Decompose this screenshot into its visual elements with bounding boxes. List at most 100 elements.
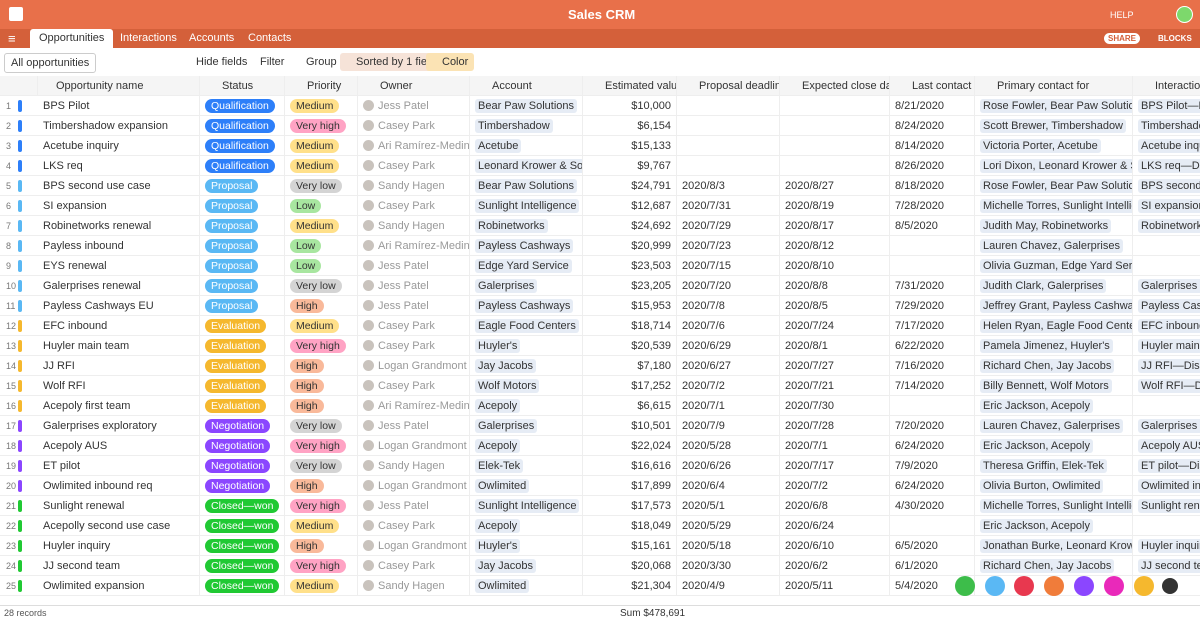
cell[interactable]: Sandy Hagen [358,456,470,476]
cell[interactable]: 2020/6/24 [780,516,890,536]
cell[interactable] [1133,236,1200,256]
view-switcher[interactable]: All opportunities [4,53,97,73]
cell[interactable]: 2020/6/26 [677,456,780,476]
cell[interactable]: 2020/7/1 [780,436,890,456]
cell[interactable]: BPS second use case [38,176,200,196]
cell[interactable]: Medium [285,156,358,176]
cell[interactable]: Robinetworks rene [1133,216,1200,236]
cell[interactable] [780,136,890,156]
cell[interactable]: Qualification [200,96,285,116]
column-header[interactable]: Proposal deadline [677,76,780,96]
cell[interactable]: Sunlight renewal- [1133,496,1200,516]
share[interactable]: SHARE [1104,33,1141,44]
cell[interactable]: 2020/6/8 [780,496,890,516]
cell[interactable]: $15,953 [583,296,677,316]
cell[interactable]: 2020/3/30 [677,556,780,576]
cell[interactable]: Very low [285,176,358,196]
cell[interactable]: Michelle Torres, Sunlight Intelligence [975,196,1133,216]
cell[interactable]: $17,899 [583,476,677,496]
cell[interactable]: Acepoly AUS [38,436,200,456]
cell[interactable]: High [285,536,358,556]
cell[interactable] [780,156,890,176]
filter[interactable]: Filter [260,56,285,68]
cell[interactable]: Acepoly [470,396,583,416]
cell[interactable] [890,256,975,276]
cell[interactable]: $23,205 [583,276,677,296]
cell[interactable] [677,96,780,116]
cell[interactable]: EFC inbound—Dis [1133,316,1200,336]
cell[interactable]: 2020/8/3 [677,176,780,196]
app-button[interactable] [1134,576,1154,596]
cell[interactable]: $20,999 [583,236,677,256]
cell[interactable]: 8/5/2020 [890,216,975,236]
column-header[interactable]: Status [200,76,285,96]
column-header[interactable]: Owner [358,76,470,96]
cell[interactable]: 2020/8/5 [780,296,890,316]
cell[interactable]: Galerprises [470,276,583,296]
cell[interactable]: Eric Jackson, Acepoly [975,436,1133,456]
column-header[interactable]: Last contact [890,76,975,96]
cell[interactable]: Qualification [200,116,285,136]
cell[interactable]: JJ second team— [1133,556,1200,576]
cell[interactable]: Payless Cashways [470,296,583,316]
cell[interactable] [890,236,975,256]
cell[interactable]: Casey Park [358,156,470,176]
cell[interactable] [677,156,780,176]
cell[interactable]: 6/22/2020 [890,336,975,356]
cell[interactable]: Jess Patel [358,256,470,276]
cell[interactable]: Evaluation [200,396,285,416]
cell[interactable]: $6,154 [583,116,677,136]
cell[interactable]: Logan Grandmont [358,356,470,376]
cell[interactable]: $18,049 [583,516,677,536]
cell[interactable]: Rose Fowler, Bear Paw Solutions [975,176,1133,196]
cell[interactable]: Low [285,236,358,256]
cell[interactable]: 2020/7/9 [677,416,780,436]
cell[interactable]: Jess Patel [358,96,470,116]
cell[interactable]: $10,501 [583,416,677,436]
cell[interactable]: 7/9/2020 [890,456,975,476]
app-button[interactable] [1074,576,1094,596]
cell[interactable]: Medium [285,216,358,236]
cell[interactable]: Payless Cashways [1133,296,1200,316]
cell[interactable]: Galerprises renewal [38,276,200,296]
cell[interactable]: $24,692 [583,216,677,236]
cell[interactable]: Jay Jacobs [470,356,583,376]
cell[interactable]: $24,791 [583,176,677,196]
cell[interactable]: Elek-Tek [470,456,583,476]
cell[interactable]: Evaluation [200,356,285,376]
cell[interactable]: Casey Park [358,116,470,136]
cell[interactable]: 2020/6/10 [780,536,890,556]
cell[interactable]: 2020/8/12 [780,236,890,256]
cell[interactable]: 8/26/2020 [890,156,975,176]
cell[interactable]: Sunlight Intelligence [470,196,583,216]
column-header[interactable]: Account [470,76,583,96]
cell[interactable]: Wolf RFI [38,376,200,396]
cell[interactable]: Eagle Food Centers [470,316,583,336]
cell[interactable]: 7/17/2020 [890,316,975,336]
cell[interactable]: Huyler's [470,336,583,356]
cell[interactable]: EYS renewal [38,256,200,276]
cell[interactable]: Casey Park [358,196,470,216]
cell[interactable]: Jeffrey Grant, Payless Cashways [975,296,1133,316]
cell[interactable]: 2020/7/20 [677,276,780,296]
cell[interactable]: 2020/7/21 [780,376,890,396]
cell[interactable]: Timbershadow [470,116,583,136]
cell[interactable]: $18,714 [583,316,677,336]
cell[interactable]: 2020/5/1 [677,496,780,516]
cell[interactable]: $20,068 [583,556,677,576]
cell[interactable]: Galerprises explo [1133,416,1200,436]
cell[interactable]: 2020/7/15 [677,256,780,276]
cell[interactable]: Rose Fowler, Bear Paw Solutions [975,96,1133,116]
cell[interactable]: 7/14/2020 [890,376,975,396]
cell[interactable]: 6/24/2020 [890,476,975,496]
cell[interactable]: Huyler inquiry—D [1133,536,1200,556]
cell[interactable]: $6,615 [583,396,677,416]
cell[interactable]: Michelle Torres, Sunlight Intelligence [975,496,1133,516]
cell[interactable]: Lauren Chavez, Galerprises [975,236,1133,256]
cell[interactable]: Eric Jackson, Acepoly [975,396,1133,416]
cell[interactable]: Owlimited [470,476,583,496]
cell[interactable]: 7/29/2020 [890,296,975,316]
cell[interactable]: Sunlight Intelligence [470,496,583,516]
cell[interactable]: Jess Patel [358,296,470,316]
cell[interactable]: Proposal [200,216,285,236]
